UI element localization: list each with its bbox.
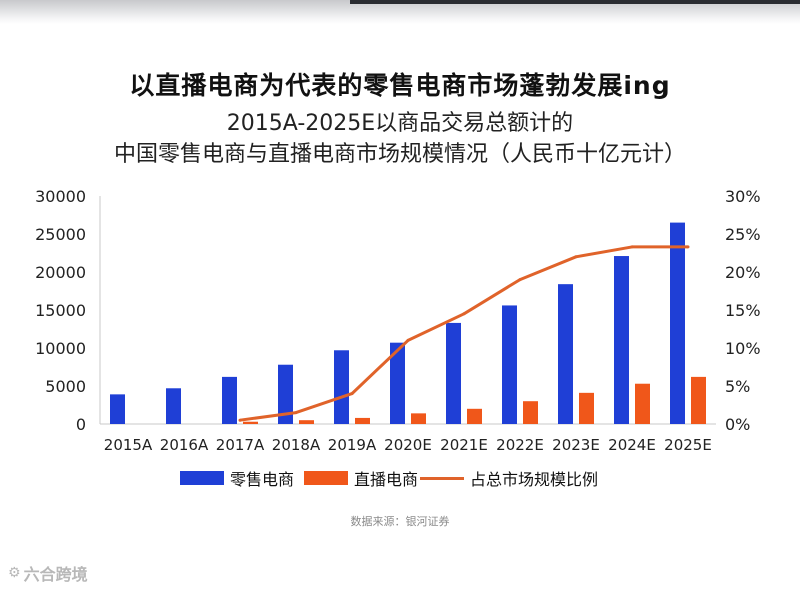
bar-retail <box>446 322 461 424</box>
line-ratio-point <box>518 278 522 282</box>
bar-retail <box>222 376 237 424</box>
bar-live <box>579 392 594 424</box>
bar-retail <box>334 350 349 424</box>
bar-live <box>467 408 482 424</box>
legend-label-live: 直播电商 <box>354 470 419 489</box>
bar-live <box>243 421 258 424</box>
y-right-tick-label: 20% <box>725 263 761 282</box>
top-banner-band <box>0 0 800 24</box>
bar-live <box>411 413 426 424</box>
combo-chart: 0 5000 10000 15000 20000 25000 30000 0% 5% 10% 15%… <box>35 187 761 454</box>
x-tick-label: 2020E <box>384 436 432 454</box>
x-tick-label: 2016A <box>160 436 209 454</box>
x-tick-label: 2019A <box>328 436 377 454</box>
line-ratio-point <box>630 245 634 249</box>
legend-item-live: 直播电商 <box>304 467 418 489</box>
bar-live <box>635 383 650 424</box>
y-left-tick-label: 5000 <box>45 377 86 396</box>
line-ratio-point <box>350 392 354 396</box>
bar-retail <box>390 342 405 424</box>
legend-swatch-live <box>304 471 348 485</box>
watermark-text: 六合跨境 <box>23 565 88 584</box>
line-ratio-point <box>238 418 242 422</box>
chart-legend: 零售电商 直播电商 占总市场规模比例 <box>0 467 800 489</box>
y-left-tick-label: 25000 <box>35 225 86 244</box>
bar-retail <box>110 394 125 424</box>
bar-live <box>299 420 314 424</box>
bar-retail <box>502 305 517 424</box>
legend-label-ratio: 占总市场规模比例 <box>470 470 599 489</box>
bar-retail <box>166 388 181 424</box>
bar-live <box>355 417 370 424</box>
watermark-logo-icon: ⚙ <box>8 565 21 581</box>
chart-title: 以直播电商为代表的零售电商市场蓬勃发展ing <box>129 71 671 100</box>
y-right-tick-label: 5% <box>725 377 750 396</box>
top-banner-dark-strip <box>350 0 800 4</box>
legend-line-ratio <box>420 476 464 480</box>
legend-item-ratio: 占总市场规模比例 <box>420 467 598 489</box>
bar-live <box>691 376 706 424</box>
legend-swatch-retail <box>180 471 224 485</box>
bar-retail <box>278 364 293 424</box>
x-tick-label: 2018A <box>272 436 321 454</box>
y-right-tick-label: 30% <box>725 187 761 206</box>
data-source-note: 数据来源：银河证券 <box>350 515 450 528</box>
x-tick-label: 2023E <box>552 436 600 454</box>
x-tick-label: 2025E <box>664 436 712 454</box>
x-tick-label: 2024E <box>608 436 656 454</box>
x-tick-label: 2021E <box>440 436 488 454</box>
bar-live <box>523 401 538 424</box>
line-ratio-point <box>406 338 410 342</box>
line-ratio-point <box>686 245 690 249</box>
bar-retail <box>670 222 685 424</box>
bar-retail <box>614 256 629 424</box>
y-right-tick-label: 25% <box>725 225 761 244</box>
watermark: ⚙ 六合跨境 <box>8 562 88 584</box>
line-ratio-point <box>574 255 578 259</box>
y-right-tick-label: 10% <box>725 339 761 358</box>
y-right-tick-label: 0% <box>725 415 750 434</box>
chart-subtitle-line1: 2015A-2025E以商品交易总额计的 <box>226 111 574 136</box>
legend-item-retail: 零售电商 <box>180 467 294 489</box>
x-tick-label: 2015A <box>104 436 153 454</box>
chart-subtitle-line2: 中国零售电商与直播电商市场规模情况（人民币十亿元计） <box>113 142 686 167</box>
bar-retail <box>558 284 573 424</box>
x-tick-label: 2017A <box>216 436 265 454</box>
line-ratio-point <box>462 312 466 316</box>
legend-label-retail: 零售电商 <box>230 470 295 489</box>
y-left-tick-label: 30000 <box>35 187 86 206</box>
y-left-tick-label: 15000 <box>35 301 86 320</box>
y-left-tick-label: 10000 <box>35 339 86 358</box>
y-left-tick-label: 20000 <box>35 263 86 282</box>
line-ratio-point <box>294 411 298 415</box>
y-left-tick-label: 0 <box>76 415 86 434</box>
y-right-tick-label: 15% <box>725 301 761 320</box>
x-tick-label: 2022E <box>496 436 544 454</box>
